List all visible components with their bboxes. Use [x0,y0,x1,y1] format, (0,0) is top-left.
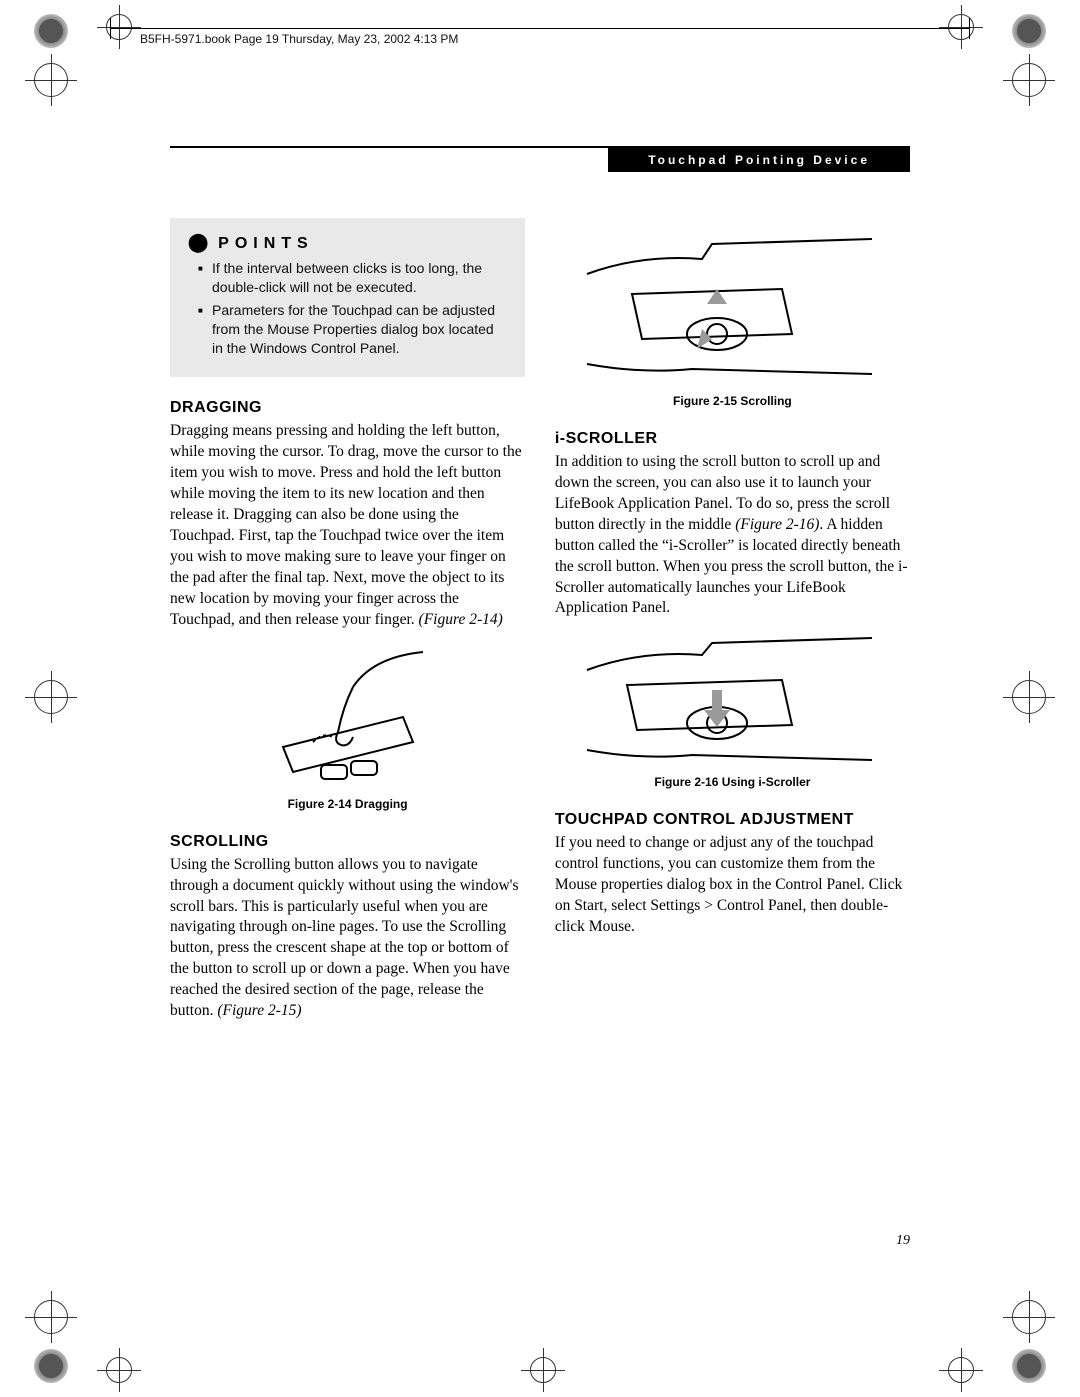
crop-mark-icon [1012,680,1046,714]
crop-mark-icon [34,1349,68,1383]
crop-mark-icon [34,14,68,48]
points-callout: ⬤POINTS If the interval between clicks i… [170,218,525,377]
points-item: Parameters for the Touchpad can be adjus… [198,301,507,358]
iscroller-illustration-icon [582,635,882,765]
points-title-text: POINTS [218,235,314,252]
crop-mark-icon [34,63,68,97]
section-chip: Touchpad Pointing Device [608,148,910,172]
points-item: If the interval between clicks is too lo… [198,259,507,297]
points-title: ⬤POINTS [188,232,507,253]
figure-scrolling: Figure 2-15 Scrolling [555,234,910,408]
crop-mark-icon [106,1357,132,1383]
crop-mark-icon [948,14,974,40]
iscroller-text: In addition to using the scroll button t… [555,452,910,619]
crop-mark-icon [1012,63,1046,97]
header-rule [110,28,970,29]
scrolling-illustration-icon [582,234,882,384]
figure-dragging-caption: Figure 2-14 Dragging [170,797,525,811]
crop-mark-icon [34,680,68,714]
figure-dragging: Figure 2-14 Dragging [170,647,525,811]
crop-mark-icon [1012,1300,1046,1334]
crop-mark-icon [1012,14,1046,48]
crop-mark-icon [530,1357,556,1383]
drop-icon: ⬤ [188,232,214,252]
dragging-figref: (Figure 2-14) [419,611,503,628]
dragging-illustration-icon [243,647,453,787]
crop-mark-icon [948,1357,974,1383]
crop-mark-icon [34,1300,68,1334]
scrolling-heading: SCROLLING [170,833,525,851]
page-stamp: B5FH-5971.book Page 19 Thursday, May 23,… [140,32,458,46]
adjust-heading: TOUCHPAD CONTROL ADJUSTMENT [555,811,910,829]
scrolling-figref: (Figure 2-15) [217,1002,301,1019]
dragging-text: Dragging means pressing and holding the … [170,421,525,630]
crop-mark-icon [1012,1349,1046,1383]
iscroller-heading: i-SCROLLER [555,430,910,448]
adjust-text: If you need to change or adjust any of t… [555,833,910,938]
scrolling-text: Using the Scrolling button allows you to… [170,855,525,1022]
scrolling-body: Using the Scrolling button allows you to… [170,856,519,1019]
page-number: 19 [896,1233,910,1249]
figure-scrolling-caption: Figure 2-15 Scrolling [555,394,910,408]
dragging-body: Dragging means pressing and holding the … [170,422,522,627]
figure-iscroller: Figure 2-16 Using i-Scroller [555,635,910,789]
figure-iscroller-caption: Figure 2-16 Using i-Scroller [555,775,910,789]
dragging-heading: DRAGGING [170,399,525,417]
iscroller-figref: (Figure 2-16) [735,516,819,533]
